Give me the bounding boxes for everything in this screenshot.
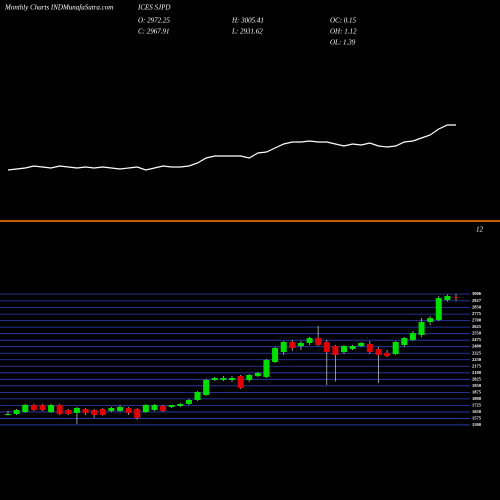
- candle-body: [116, 406, 124, 411]
- y-tick-label: 1950: [472, 383, 482, 388]
- y-tick-label: 2325: [472, 350, 482, 355]
- candle-body: [168, 404, 175, 407]
- y-tick-label: 1875: [472, 389, 482, 394]
- candle-body: [65, 409, 72, 414]
- candle-body: [323, 342, 330, 353]
- candle-body: [246, 374, 253, 381]
- candle-body: [220, 378, 227, 381]
- candle-body: [444, 296, 451, 301]
- y-tick-label: 3006: [472, 291, 482, 296]
- candle-body: [358, 342, 365, 347]
- candle-body: [13, 409, 20, 414]
- y-tick-label: 1800: [472, 396, 482, 401]
- candle-body: [39, 404, 46, 410]
- close-label: C: 2967.91: [138, 28, 170, 36]
- site-label: Monthly Charts INDMunafaSutra.com: [4, 4, 113, 12]
- candle-body: [392, 342, 399, 355]
- y-tick-label: 2927: [472, 298, 482, 303]
- candle-body: [263, 360, 270, 377]
- candle-body: [91, 409, 98, 415]
- candle-body: [194, 392, 201, 401]
- y-tick-label: 1500: [472, 422, 482, 427]
- candle-body: [134, 408, 141, 418]
- y-tick-label: 2100: [472, 370, 482, 375]
- candle-body: [228, 378, 236, 381]
- y-tick-label: 2175: [472, 363, 482, 368]
- y-tick-label: 2700: [472, 318, 482, 323]
- open-label: O: 2972.25: [138, 17, 170, 25]
- y-tick-label: 2025: [472, 376, 482, 381]
- candle-body: [48, 404, 55, 412]
- y-tick-label: 1575: [472, 415, 482, 420]
- y-tick-label: 2475: [472, 337, 482, 342]
- candle-body: [427, 318, 434, 323]
- candle-body: [349, 346, 356, 349]
- candle-body: [280, 342, 287, 353]
- candle-body: [160, 406, 167, 411]
- candle-body: [375, 348, 382, 355]
- high-label: H: 3005.41: [231, 17, 264, 25]
- candle-body: [4, 413, 12, 415]
- candle-body: [125, 408, 132, 413]
- y-tick-label: 2850: [472, 305, 482, 310]
- indicator-line: [7, 124, 456, 171]
- candle-body: [254, 372, 261, 377]
- candle-body: [82, 408, 89, 413]
- y-tick-label: 2400: [472, 344, 482, 349]
- candle-body: [306, 338, 313, 343]
- ol-label: OL: 1.39: [330, 39, 356, 47]
- candle-body: [56, 404, 63, 414]
- candle-body: [211, 378, 218, 381]
- candle-body: [332, 346, 339, 355]
- candle-body: [203, 380, 210, 395]
- y-tick-label: 1725: [472, 402, 482, 407]
- candle-body: [237, 376, 244, 389]
- candle-body: [452, 296, 460, 298]
- candle-body: [297, 342, 304, 347]
- candle-body: [142, 404, 149, 412]
- candle-body: [22, 404, 29, 412]
- y-tick-label: 2250: [472, 357, 482, 362]
- candle-body: [151, 404, 158, 410]
- y-tick-label: 2550: [472, 331, 482, 336]
- y-tick-label: 1650: [472, 409, 482, 414]
- candle-body: [73, 408, 80, 413]
- y-tick-label: 2775: [472, 311, 482, 316]
- candle-body: [409, 332, 416, 341]
- candle-body: [315, 338, 322, 345]
- candle-body: [418, 322, 425, 335]
- candle-body: [177, 404, 184, 407]
- candle-body: [30, 404, 37, 410]
- symbol-label: ICES SJPD: [137, 4, 170, 12]
- candle-body: [435, 298, 442, 321]
- oc-label: OC: 0.15: [330, 17, 357, 25]
- y-tick-label: 2625: [472, 324, 482, 329]
- low-label: L: 2931.62: [231, 28, 263, 36]
- candle-body: [340, 346, 348, 353]
- candle-body: [108, 408, 115, 411]
- candle-body: [384, 352, 391, 357]
- candle-body: [272, 348, 279, 363]
- candle-body: [185, 400, 192, 405]
- candle-body: [401, 338, 408, 345]
- oh-label: OH: 1.12: [330, 28, 357, 36]
- candle-body: [366, 344, 373, 353]
- candle-body: [289, 342, 296, 349]
- candle-body: [99, 408, 106, 415]
- panel-label: 12: [476, 226, 484, 234]
